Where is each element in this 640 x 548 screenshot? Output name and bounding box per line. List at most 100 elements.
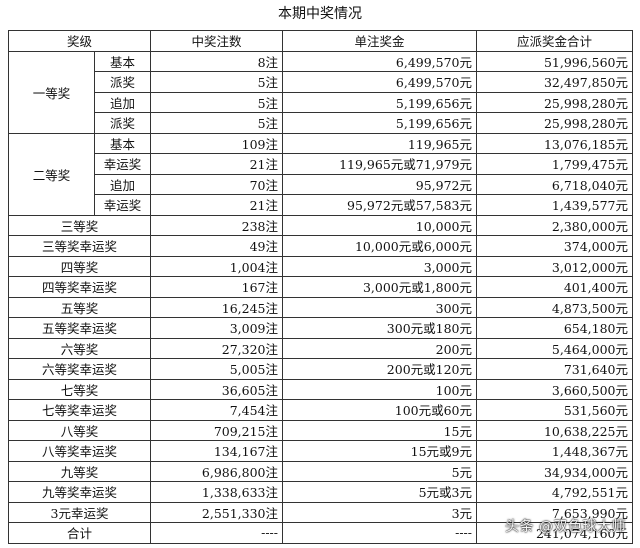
winner-count: 2,551,330注 — [150, 501, 284, 523]
table-row: 八等奖幸运奖 134,167注 15元或9元 1,448,367元 — [7, 440, 634, 462]
prize-total: 32,497,850元 — [476, 71, 634, 93]
table-row: 追加 5注 5,199,656元 25,998,280元 — [9, 91, 634, 113]
prize-amount: 6,499,570元 — [282, 50, 478, 72]
prize-sub-level: 追加 — [93, 91, 152, 113]
prize-level: 四等奖幸运奖 — [7, 276, 152, 298]
page-title: 本期中奖情况 — [278, 6, 362, 22]
table-row: 二等奖 基本 109注 119,965元 13,076,185元 — [8, 132, 634, 216]
prize-level: 五等奖 — [7, 296, 152, 318]
winner-count: 5注 — [150, 91, 284, 113]
prize-amount: 300元 — [282, 296, 478, 318]
table-row: 八等奖 709,215注 15元 10,638,225元 — [7, 419, 634, 441]
prize-total: 51,996,560元 — [476, 50, 634, 72]
prize-level: 三等奖幸运奖 — [7, 235, 152, 257]
prize-amount: 95,972元或57,583元 — [282, 194, 478, 216]
table-row: 九等奖 6,986,800注 5元 34,934,000元 — [7, 460, 634, 482]
winner-count: 5注 — [150, 112, 284, 134]
winner-count: 27,320注 — [150, 337, 284, 359]
prize-amount: 3,000元 — [282, 255, 478, 277]
grand-total: 241,074,160元 — [476, 522, 634, 544]
table-row: 追加 70注 95,972元 6,718,040元 — [9, 173, 634, 195]
prize-total: 5,464,000元 — [476, 337, 634, 359]
prize-sub-level: 基本 — [93, 50, 152, 72]
header-row: 奖级 中奖注数 单注奖金 应派奖金合计 — [7, 30, 634, 52]
prize-amount: 15元 — [282, 419, 478, 441]
prize-total: 2,380,000元 — [476, 214, 634, 236]
prize-level: 六等奖幸运奖 — [7, 358, 152, 380]
prize-amount: 119,965元 — [282, 132, 478, 154]
prize-amount: 5,199,656元 — [282, 112, 478, 134]
prize-level: 六等奖 — [7, 337, 152, 359]
prize-total: 401,400元 — [476, 276, 634, 298]
winner-count: 709,215注 — [150, 419, 284, 441]
prize-level: 3元幸运奖 — [7, 501, 152, 523]
prize-amount: 5,199,656元 — [282, 91, 478, 113]
table-row: 幸运奖 21注 119,965元或71,979元 1,799,475元 — [9, 153, 634, 175]
winner-count: 8注 — [150, 50, 284, 72]
prize-amount: 10,000元或6,000元 — [282, 235, 478, 257]
prize-amount: 300元或180元 — [282, 317, 478, 339]
table-row: 派奖 5注 5,199,656元 25,998,280元 — [9, 112, 634, 134]
prize-total: 1,439,577元 — [476, 194, 634, 216]
winner-count: 49注 — [150, 235, 284, 257]
table-row: 三等奖幸运奖 49注 10,000元或6,000元 374,000元 — [7, 235, 634, 257]
prize-level-group: 一等奖 — [8, 50, 95, 134]
prize-level: 八等奖 — [7, 419, 152, 441]
watermark: 头条 @双色球大师 — [505, 519, 626, 535]
prize-sub-level: 派奖 — [93, 71, 152, 93]
prize-level: 八等奖幸运奖 — [7, 440, 152, 462]
winner-count: 5,005注 — [150, 358, 284, 380]
prize-total: 10,638,225元 — [476, 419, 634, 441]
table-row: 四等奖幸运奖 167注 3,000元或1,800元 401,400元 — [7, 276, 634, 298]
table-row: 七等奖幸运奖 7,454注 100元或60元 531,560元 — [7, 399, 634, 421]
prize-sub-level: 基本 — [93, 132, 152, 154]
table-row: 九等奖幸运奖 1,338,633注 5元或3元 4,792,551元 — [7, 481, 634, 503]
prize-amount: 95,972元 — [282, 173, 478, 195]
winner-count: 5注 — [150, 71, 284, 93]
prize-sub-level: 幸运奖 — [93, 153, 152, 175]
total-count: ---- — [150, 522, 284, 544]
total-amount: ---- — [282, 522, 478, 544]
winner-count: 21注 — [150, 153, 284, 175]
prize-amount: 6,499,570元 — [282, 71, 478, 93]
prize-total: 531,560元 — [476, 399, 634, 421]
header-count: 中奖注数 — [150, 30, 284, 52]
table-row: 六等奖 27,320注 200元 5,464,000元 — [7, 337, 634, 359]
prize-total: 1,799,475元 — [476, 153, 634, 175]
winner-count: 1,338,633注 — [150, 481, 284, 503]
header-amount: 单注奖金 — [282, 30, 478, 52]
table-row: 六等奖幸运奖 5,005注 200元或120元 731,640元 — [7, 358, 634, 380]
prize-level: 七等奖幸运奖 — [7, 399, 152, 421]
table-row: 五等奖幸运奖 3,009注 300元或180元 654,180元 — [7, 317, 634, 339]
prize-amount: 100元或60元 — [282, 399, 478, 421]
table-row: 七等奖 36,605注 100元 3,660,500元 — [7, 378, 634, 400]
prize-amount: 119,965元或71,979元 — [282, 153, 478, 175]
winner-count: 1,004注 — [150, 255, 284, 277]
prize-amount: 10,000元 — [282, 214, 478, 236]
prize-level-group: 二等奖 — [8, 132, 95, 216]
winner-count: 36,605注 — [150, 378, 284, 400]
prize-total: 4,792,551元 — [476, 481, 634, 503]
winner-count: 16,245注 — [150, 296, 284, 318]
prize-amount: 3元 — [282, 501, 478, 523]
header-total: 应派奖金合计 — [476, 30, 634, 52]
winner-count: 109注 — [150, 132, 284, 154]
prize-amount: 5元或3元 — [282, 481, 478, 503]
prize-amount: 5元 — [282, 460, 478, 482]
table-row: 五等奖 16,245注 300元 4,873,500元 — [7, 296, 634, 318]
prize-amount: 200元 — [282, 337, 478, 359]
prize-total: 3,012,000元 — [476, 255, 634, 277]
winner-count: 167注 — [150, 276, 284, 298]
prize-total: 1,448,367元 — [476, 440, 634, 462]
prize-total: 3,660,500元 — [476, 378, 634, 400]
prize-total: 4,873,500元 — [476, 296, 634, 318]
prize-level: 七等奖 — [7, 378, 152, 400]
prize-table: 奖级 中奖注数 单注奖金 应派奖金合计 一等奖 基本 8注 6,499,570元 51,… — [7, 30, 634, 544]
winner-count: 3,009注 — [150, 317, 284, 339]
winner-count: 7,454注 — [150, 399, 284, 421]
prize-level: 九等奖 — [7, 460, 152, 482]
prize-total: 731,640元 — [476, 358, 634, 380]
table-row: 三等奖 238注 10,000元 2,380,000元 — [7, 214, 634, 236]
winner-count: 21注 — [150, 194, 284, 216]
prize-level: 三等奖 — [7, 214, 152, 236]
